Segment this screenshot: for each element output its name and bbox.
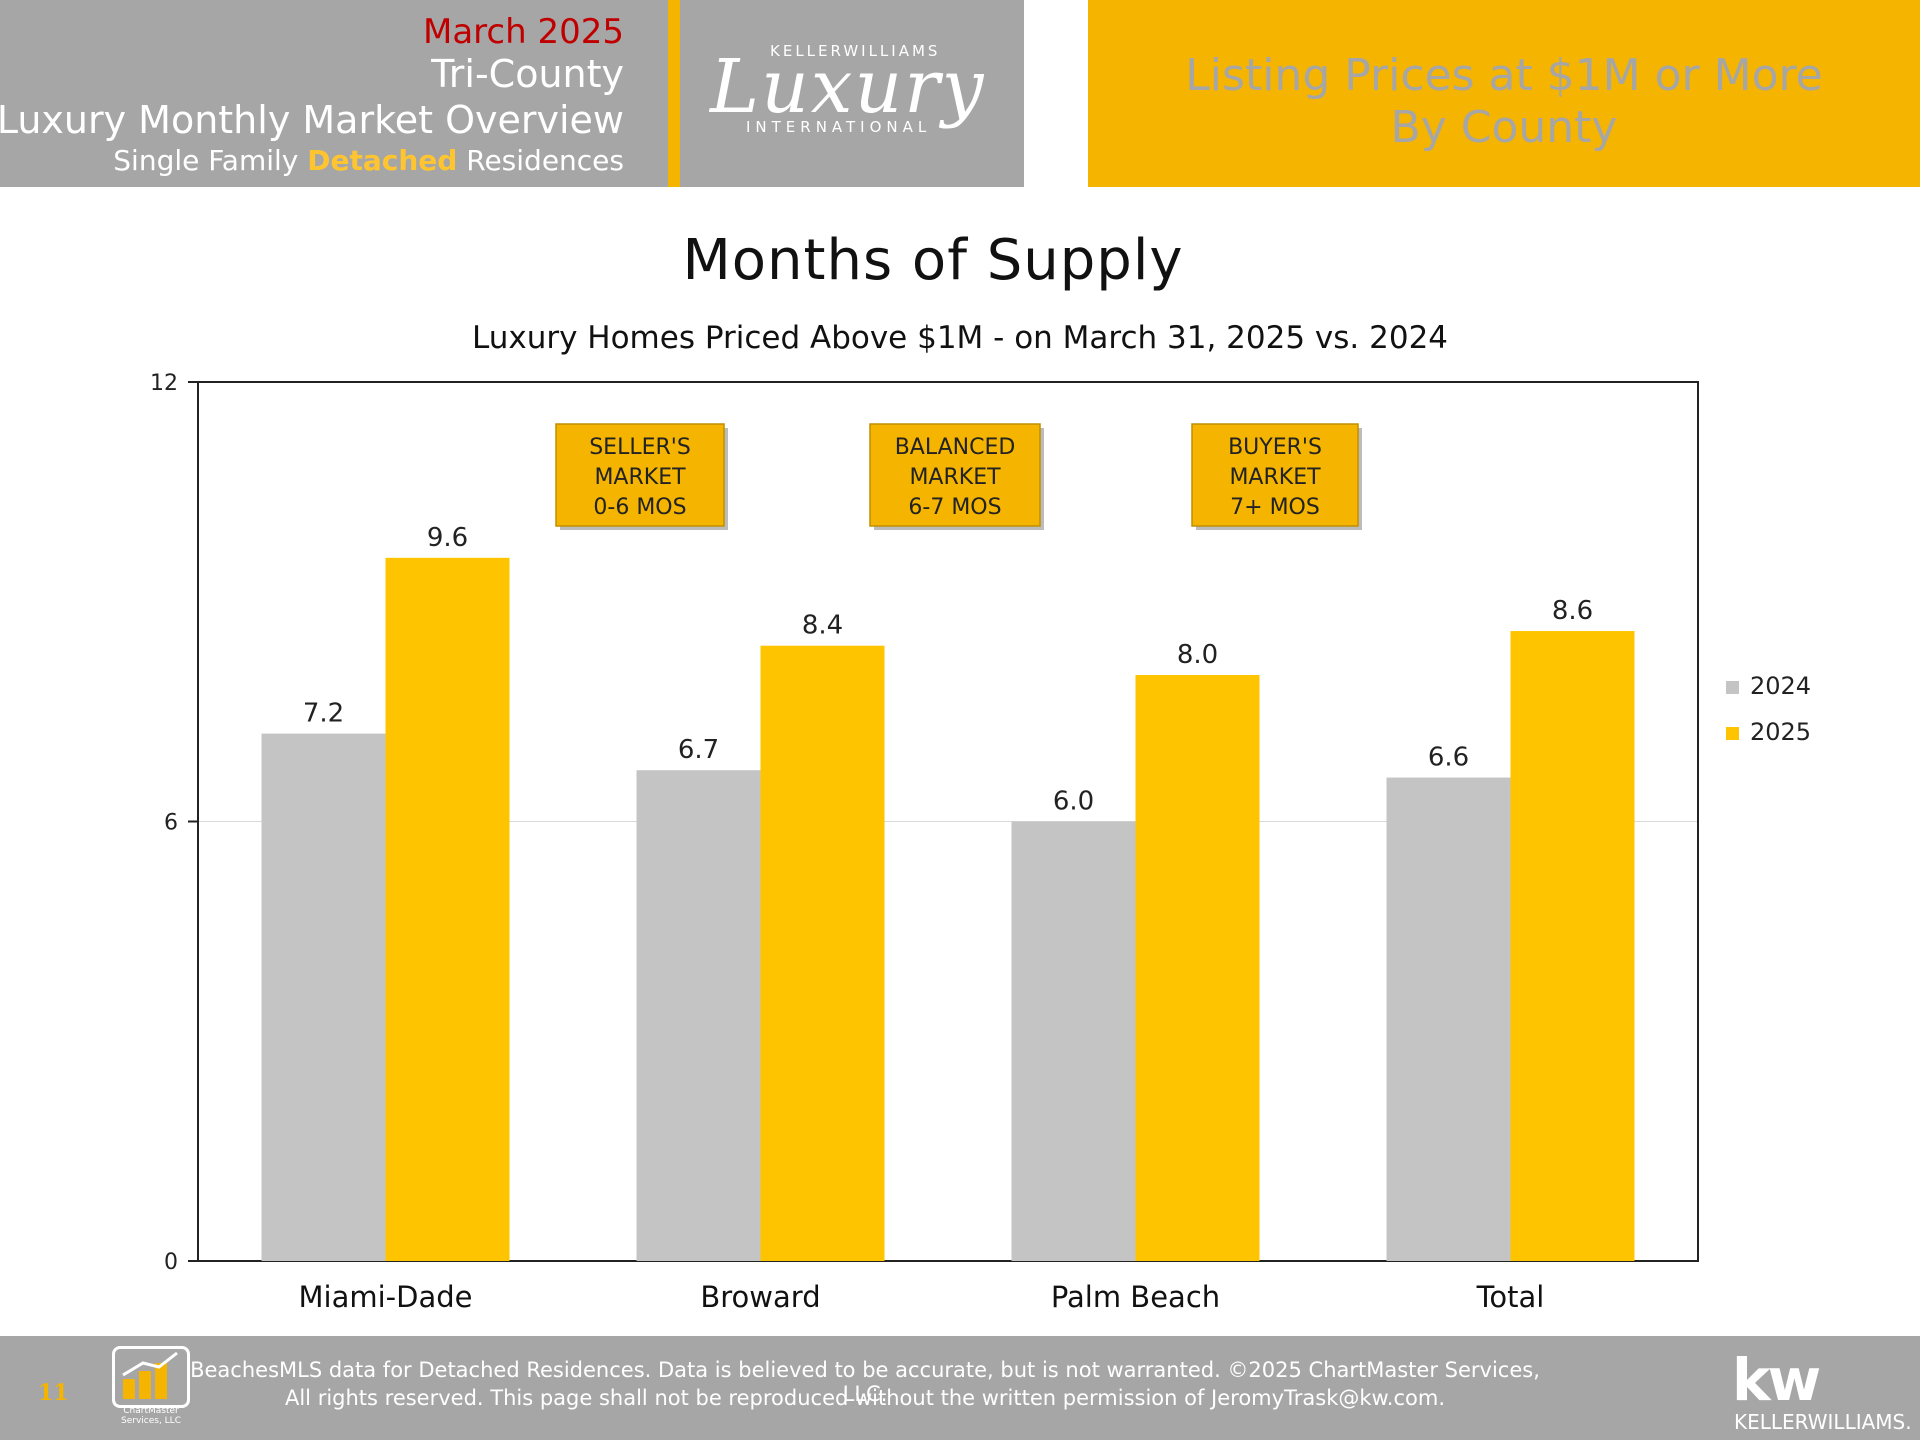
y-tick-label: 0 bbox=[164, 1250, 178, 1275]
x-tick-label: Miami-Dade bbox=[299, 1280, 473, 1314]
annotation-text: BALANCED bbox=[895, 435, 1016, 460]
x-tick-label: Total bbox=[1476, 1280, 1545, 1314]
value-label: 6.0 bbox=[1053, 787, 1094, 817]
value-label: 8.6 bbox=[1552, 596, 1593, 626]
annotation-box bbox=[555, 423, 725, 527]
x-tick-label: Palm Beach bbox=[1051, 1280, 1220, 1314]
chart-title: Months of Supply bbox=[682, 228, 1184, 293]
footer-disclaimer-line2: All rights reserved. This page shall not… bbox=[284, 1386, 1446, 1410]
subtitle-highlight: Detached bbox=[307, 144, 458, 177]
annotation-text: 7+ MOS bbox=[1230, 495, 1320, 520]
report-region: Tri-County bbox=[431, 52, 624, 96]
bar-2025 bbox=[385, 557, 510, 1261]
months-of-supply-chart: 0 6 12 7.2 9.6 Miami-Dade 6.7 8.4 Broward 6.0 8.0 P… bbox=[150, 371, 1699, 1314]
annotation-text: BUYER'S bbox=[1228, 435, 1322, 460]
report-date: March 2025 bbox=[423, 12, 624, 52]
bar-2024 bbox=[1386, 777, 1511, 1261]
x-tick-label: Broward bbox=[700, 1280, 820, 1314]
chart-subtitle: Luxury Homes Priced Above $1M - on March… bbox=[471, 320, 1449, 356]
chartmaster-name: ChartMaster Services, LLC bbox=[121, 1406, 181, 1426]
bar-2025 bbox=[1510, 631, 1635, 1261]
section-title-line1: Listing Prices at $1M or More bbox=[1185, 50, 1823, 101]
kw-logo-mark: kw bbox=[1732, 1346, 1821, 1414]
legend-swatch-2025 bbox=[1726, 727, 1739, 740]
report-title: Luxury Monthly Market Overview bbox=[0, 98, 624, 142]
chartmaster-logo bbox=[112, 1346, 190, 1408]
annotation-text: MARKET bbox=[594, 465, 686, 490]
bar-2024 bbox=[636, 770, 761, 1261]
y-tick-label: 12 bbox=[150, 371, 178, 396]
value-label: 7.2 bbox=[303, 699, 344, 729]
bar-2024 bbox=[261, 733, 386, 1261]
value-label: 6.7 bbox=[678, 735, 719, 765]
annotation-text: MARKET bbox=[909, 465, 1001, 490]
logo-international-text: INTERNATIONAL bbox=[746, 118, 932, 136]
legend-label-2025: 2025 bbox=[1750, 718, 1812, 746]
value-label: 6.6 bbox=[1428, 743, 1469, 773]
section-title-line2: By County bbox=[1390, 102, 1618, 153]
annotation-text: SELLER'S bbox=[589, 435, 691, 460]
subtitle-pre: Single Family bbox=[113, 144, 299, 177]
page-number: 11 bbox=[38, 1380, 69, 1406]
kw-logo-name: KELLERWILLIAMS. bbox=[1734, 1410, 1912, 1434]
legend-swatch-2024 bbox=[1726, 681, 1739, 694]
annotation-text: MARKET bbox=[1229, 465, 1321, 490]
value-label: 9.6 bbox=[427, 523, 468, 553]
header-left-panel: March 2025 Tri-County Luxury Monthly Mar… bbox=[0, 0, 668, 187]
bar-2024 bbox=[1011, 821, 1136, 1261]
subtitle-post: Residences bbox=[466, 144, 624, 177]
bar-2025 bbox=[1135, 675, 1260, 1261]
header-right-panel: Listing Prices at $1M or More By County bbox=[1088, 0, 1920, 187]
logo-brand-text: KELLERWILLIAMS bbox=[770, 42, 941, 60]
report-subtitle: Single Family Detached Residences bbox=[113, 144, 624, 177]
annotation-box bbox=[1191, 423, 1359, 527]
bar-2025 bbox=[760, 645, 885, 1261]
annotation-text: 0-6 MOS bbox=[593, 495, 686, 520]
value-label: 8.0 bbox=[1177, 640, 1218, 670]
footer-bar: 11 ChartMaster Services, LLC BeachesMLS … bbox=[0, 1336, 1920, 1440]
header-accent-bar bbox=[668, 0, 680, 187]
annotation-box bbox=[869, 423, 1041, 527]
annotation-text: 6-7 MOS bbox=[908, 495, 1001, 520]
logo-script-text: Luxury bbox=[710, 44, 986, 130]
value-label: 8.4 bbox=[802, 611, 843, 641]
kw-luxury-logo: KELLERWILLIAMS Luxury INTERNATIONAL bbox=[680, 0, 1024, 187]
y-tick-label: 6 bbox=[164, 811, 178, 836]
footer-disclaimer-line1: BeachesMLS data for Detached Residences.… bbox=[190, 1358, 1540, 1406]
bar-chart-icon bbox=[122, 1351, 178, 1399]
legend-label-2024: 2024 bbox=[1750, 672, 1812, 700]
